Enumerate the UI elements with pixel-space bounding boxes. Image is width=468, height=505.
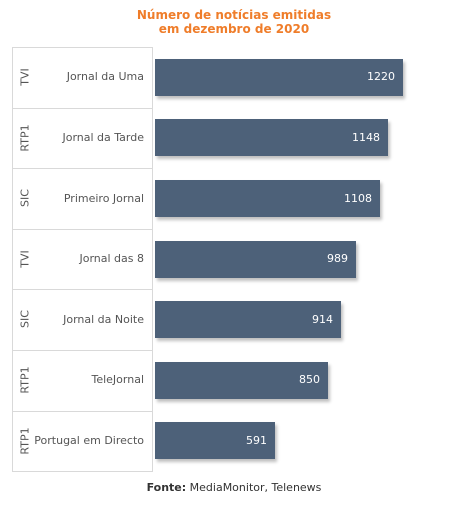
category-label: Jornal da Tarde — [62, 131, 144, 144]
group-label-text: TVI — [18, 68, 32, 86]
group-label-text: SIC — [18, 310, 32, 328]
group-label-text: RTP1 — [18, 124, 32, 152]
bar-value-label: 850 — [299, 373, 320, 386]
category-label: Jornal da Uma — [66, 70, 144, 83]
group-label-text: SIC — [18, 189, 32, 207]
group-label: TVI — [12, 47, 38, 107]
group-label-text: RTP1 — [18, 427, 32, 455]
group-label: RTP1 — [12, 350, 38, 410]
row-separator — [12, 411, 153, 412]
category-label: Jornal da Noite — [63, 313, 144, 326]
bar — [155, 180, 380, 217]
chart-title: Número de notícias emitidas em dezembro … — [0, 8, 468, 36]
category-label: Jornal das 8 — [79, 252, 144, 265]
bar-value-label: 989 — [327, 252, 348, 265]
group-label-text: TVI — [18, 250, 32, 268]
frame-left-line — [12, 47, 13, 471]
chart-title-line-2: em dezembro de 2020 — [158, 22, 310, 36]
chart-title-line-1: Número de notícias emitidas — [136, 8, 332, 22]
frame-right-line — [152, 47, 153, 471]
bar — [155, 422, 275, 459]
category-label: TeleJornal — [91, 373, 144, 386]
bar — [155, 241, 356, 278]
group-label: SIC — [12, 289, 38, 349]
bar — [155, 119, 388, 156]
row-separator — [12, 289, 153, 290]
row-separator — [12, 471, 153, 472]
row-separator — [12, 229, 153, 230]
source-text: MediaMonitor, Telenews — [186, 481, 322, 494]
row-separator — [12, 168, 153, 169]
category-label: Primeiro Jornal — [63, 192, 144, 205]
source-note: Fonte: MediaMonitor, Telenews — [0, 481, 468, 494]
bar-value-label: 1108 — [344, 192, 372, 205]
row-separator — [12, 108, 153, 109]
group-label: RTP1 — [12, 108, 38, 168]
bar-value-label: 591 — [246, 434, 267, 447]
group-label: SIC — [12, 168, 38, 228]
category-label: Portugal em Directo — [34, 434, 144, 447]
group-label-text: RTP1 — [18, 366, 32, 394]
bar — [155, 59, 403, 96]
bar-value-label: 1220 — [367, 70, 395, 83]
group-label: TVI — [12, 229, 38, 289]
bar — [155, 362, 328, 399]
source-label: Fonte: — [146, 481, 187, 494]
bar-value-label: 1148 — [352, 131, 380, 144]
row-separator — [12, 47, 153, 48]
bar — [155, 301, 341, 338]
bar-value-label: 914 — [312, 313, 333, 326]
row-separator — [12, 350, 153, 351]
